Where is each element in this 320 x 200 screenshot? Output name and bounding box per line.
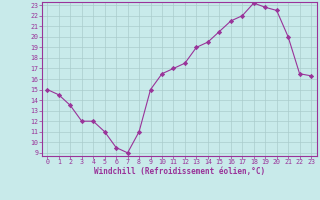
X-axis label: Windchill (Refroidissement éolien,°C): Windchill (Refroidissement éolien,°C) <box>94 167 265 176</box>
